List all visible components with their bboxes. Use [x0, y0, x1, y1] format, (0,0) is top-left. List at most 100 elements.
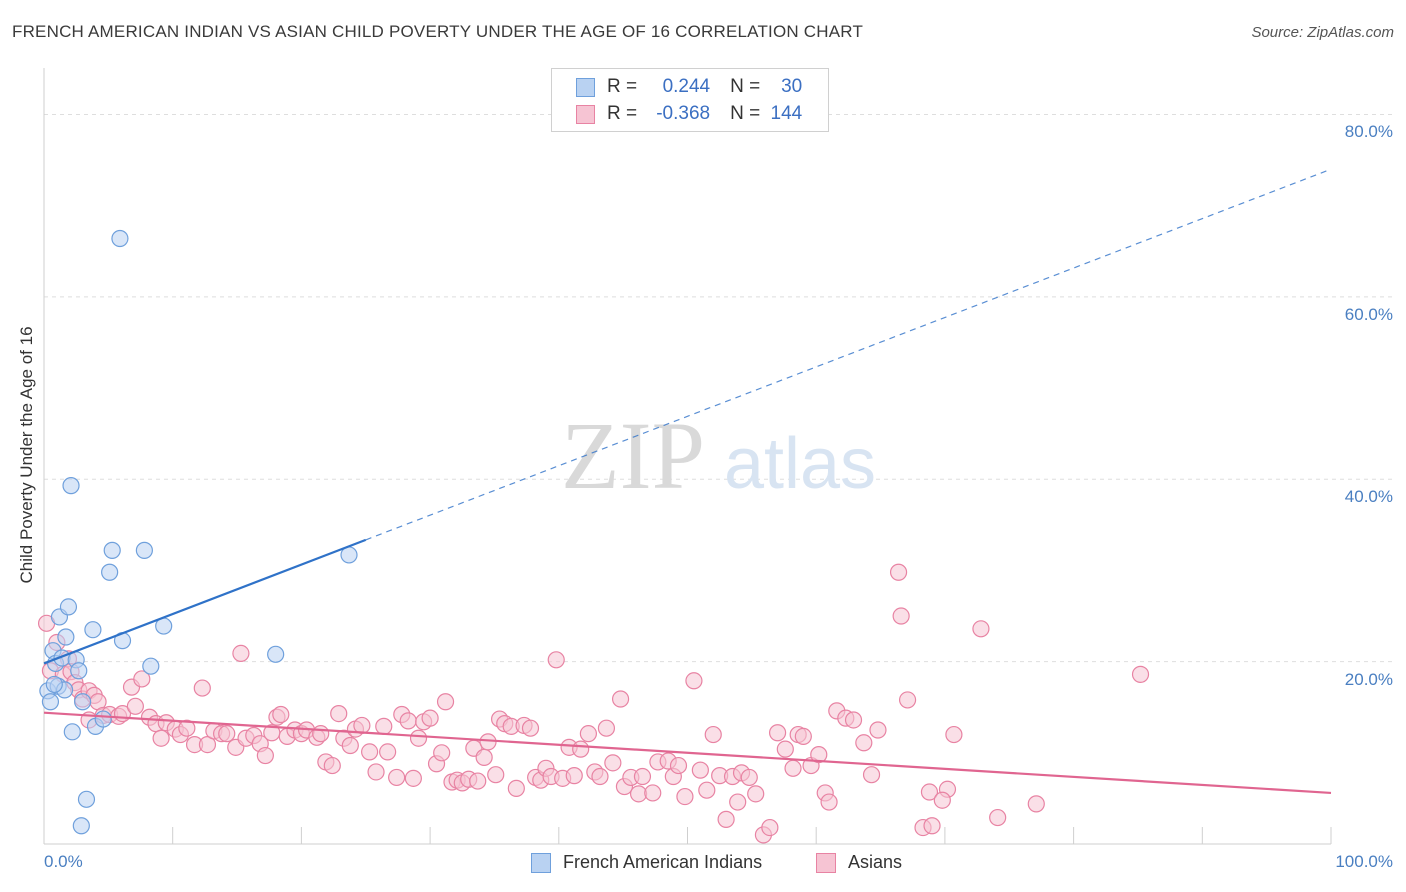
point-asian [768, 724, 787, 742]
legend-n-label: N = [730, 76, 761, 97]
point-asian [572, 740, 590, 758]
series-french-american-indians [39, 229, 358, 835]
y-axis-label: Child Poverty Under the Age of 16 [17, 326, 36, 584]
point-asian [691, 761, 709, 779]
legend-r-value: -0.368 [656, 103, 711, 124]
point-asian [892, 607, 910, 625]
bottom-legend-french-american-indians: French American Indians [531, 852, 762, 873]
watermark-atlas: atlas [724, 424, 876, 504]
point-asian [404, 769, 422, 787]
point-asian [717, 810, 735, 828]
point-asian [898, 691, 917, 709]
point-asian [972, 620, 990, 638]
point-asian [409, 729, 428, 747]
point-asian [341, 736, 359, 755]
watermark-zip: ZIP [561, 402, 705, 509]
legend-n-value: 144 [770, 103, 803, 124]
point-asian [855, 734, 873, 752]
point-asian [989, 808, 1007, 827]
point-asian [933, 791, 951, 809]
point-asian [604, 754, 622, 772]
legend-row-french-american-indians: R = 0.244 N = 30 [576, 76, 802, 98]
point-asian [487, 766, 505, 784]
point-asian [312, 725, 330, 743]
point-asian [521, 719, 540, 737]
point-french-american-indian [63, 723, 81, 741]
point-french-american-indian [84, 621, 102, 639]
point-asian [361, 743, 379, 761]
point-asian [920, 783, 939, 801]
point-asian [747, 785, 765, 803]
point-asian [375, 717, 393, 735]
point-asian [676, 787, 694, 806]
source-note: Source: ZipAtlas.com [1251, 24, 1394, 41]
y-tick-label: 80.0% [1344, 122, 1393, 142]
chart-title: FRENCH AMERICAN INDIAN VS ASIAN CHILD PO… [12, 22, 864, 41]
legend-row-asians: R = -0.368 N = 144 [576, 103, 802, 125]
point-asian [367, 763, 385, 781]
point-asian [421, 709, 439, 727]
point-asian [330, 704, 348, 723]
point-asian [629, 785, 648, 803]
point-asian [133, 670, 151, 688]
y-tick-label: 60.0% [1344, 304, 1393, 324]
watermark: ZIP atlas [561, 402, 876, 509]
bottom-legend-swatch-pink [816, 852, 836, 873]
point-asian [776, 740, 794, 758]
point-french-american-indian [59, 598, 78, 616]
trend-line-french-american-indians [43, 538, 367, 665]
legend-r-label: R = [607, 103, 638, 124]
point-asian [178, 719, 196, 737]
bottom-legend-label: French American Indians [563, 852, 763, 872]
point-asian [433, 744, 451, 762]
point-asian [611, 690, 630, 708]
legend-swatch-pink [576, 104, 595, 124]
point-asian [152, 729, 170, 747]
point-french-american-indian [45, 675, 63, 694]
point-asian [193, 679, 211, 697]
point-french-american-indian [94, 710, 112, 728]
trend-lines [43, 168, 1332, 795]
point-french-american-indian [72, 817, 90, 835]
point-asian [669, 756, 688, 775]
point-asian [794, 727, 812, 745]
x-tick-label-max: 100.0% [1335, 852, 1393, 871]
point-asian [761, 818, 779, 837]
legend-swatch-blue [576, 77, 595, 97]
grid-lines [44, 113, 1393, 663]
point-french-american-indian [70, 662, 88, 680]
point-asian [889, 563, 908, 581]
point-asian [685, 672, 703, 690]
point-asian [784, 759, 802, 777]
point-asian [1027, 795, 1045, 813]
point-asian [388, 768, 406, 787]
point-asian [633, 767, 652, 786]
axes [43, 68, 1332, 845]
point-asian [644, 784, 662, 802]
y-tick-label: 40.0% [1344, 487, 1393, 507]
y-tick-label: 20.0% [1344, 669, 1393, 689]
point-asian [323, 756, 341, 775]
point-asian [698, 781, 716, 799]
x-tick-label-min: 0.0% [44, 852, 83, 871]
point-asian [469, 772, 487, 790]
point-asian [862, 766, 881, 784]
point-asian [844, 711, 863, 729]
point-french-american-indian [74, 693, 92, 711]
point-asian [436, 693, 455, 711]
point-asian [256, 746, 274, 765]
point-asian [126, 697, 144, 715]
trend-line-extension-french-american-indians [365, 168, 1332, 541]
point-asian [945, 725, 963, 744]
point-asian [869, 721, 887, 739]
point-asian [479, 733, 497, 751]
point-french-american-indian [142, 657, 160, 675]
point-asian [1131, 665, 1150, 683]
bottom-legend-swatch-blue [531, 852, 551, 873]
point-asian [579, 725, 598, 743]
point-asian [399, 712, 417, 730]
point-asian [547, 651, 565, 669]
legend-n-value: 30 [781, 76, 803, 97]
bottom-legend-asians: Asians [816, 852, 902, 873]
